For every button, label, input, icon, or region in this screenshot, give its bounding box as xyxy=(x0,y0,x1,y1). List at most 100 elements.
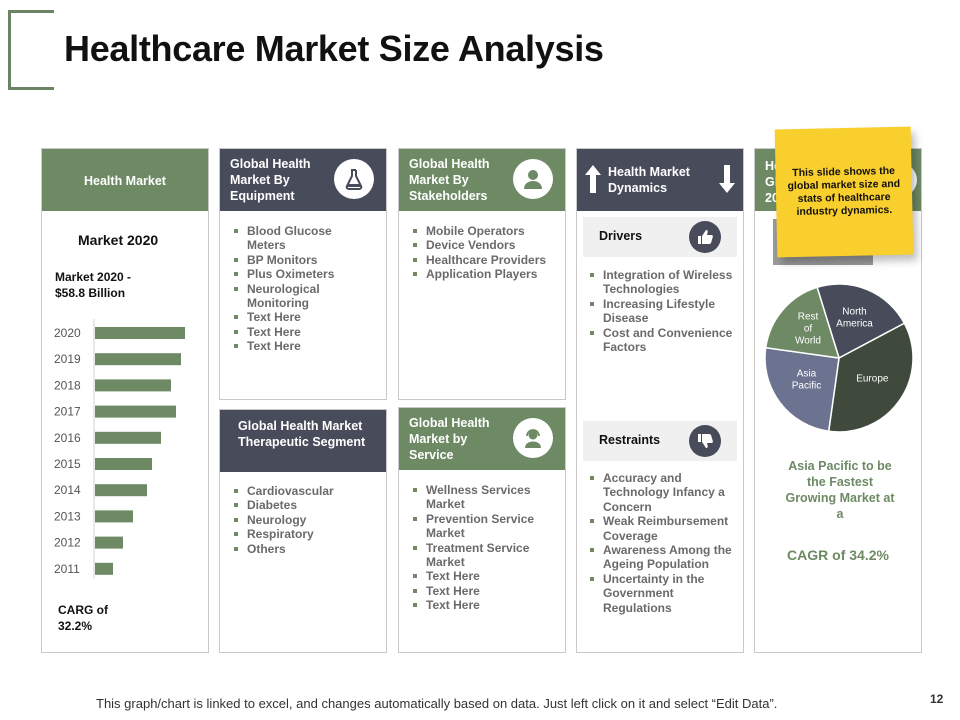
up-arrow-icon xyxy=(585,165,601,197)
restraints-list: Accuracy and Technology Infancy a Concer… xyxy=(589,471,734,615)
list-item: Text Here xyxy=(233,325,373,339)
service-header-label: Global Health Market by Service xyxy=(409,416,490,462)
sticky-note-text: This slide shows the global market size … xyxy=(787,164,901,218)
service-panel: Global Health Market by Service Wellness… xyxy=(398,407,566,653)
footer-note: This graph/chart is linked to excel, and… xyxy=(96,696,778,711)
therapeutic-header-label: Global Health Market Therapeutic Segment xyxy=(238,419,366,449)
list-item: Prevention Service Market xyxy=(412,512,557,541)
pie-label: Rest of World xyxy=(795,312,821,347)
carg-line2: 32.2% xyxy=(58,619,93,633)
bar-tick-label: 2020 xyxy=(54,326,81,340)
bar-tick-label: 2014 xyxy=(54,483,81,497)
regional-pie-chart[interactable]: North America Europe Asia Pacific Rest of World xyxy=(761,282,917,434)
list-item: Treatment Service Market xyxy=(412,541,557,570)
restraints-box: Restraints xyxy=(583,421,737,461)
bar-tick-label: 2012 xyxy=(54,536,81,550)
bar-tick-label: 2018 xyxy=(54,378,81,392)
market-value-line2: $58.8 Billion xyxy=(55,286,126,300)
lab-flask-icon xyxy=(334,159,374,199)
list-item: Diabetes xyxy=(233,498,373,512)
stakeholders-list: Mobile Operators Device Vendors Healthcare… xyxy=(412,224,557,282)
drivers-box: Drivers xyxy=(583,217,737,257)
list-item: Wellness Services Market xyxy=(412,483,557,512)
dynamics-header: Health Market Dynamics xyxy=(577,149,743,211)
market-bar-chart[interactable]: 2020 2019 2018 2017 2016 2015 2014 2013 2012 2011 xyxy=(42,317,208,587)
list-item: Increasing Lifestyle Disease xyxy=(589,297,734,326)
thumbs-up-icon xyxy=(689,221,721,253)
regional-column: He Gl 20 North America Europe Asia Pacific Re… xyxy=(754,148,922,653)
bar-2011 xyxy=(95,562,113,575)
page-number: 12 xyxy=(930,692,944,706)
bar-2017 xyxy=(95,405,176,418)
equipment-list: Blood Glucose Meters BP Monitors Plus Oxim… xyxy=(233,224,373,354)
drivers-list: Integration of Wireless Technologies Incr… xyxy=(589,268,734,354)
carg-line1: CARG of xyxy=(58,603,108,617)
page-title: Healthcare Market Size Analysis xyxy=(64,28,604,69)
service-list: Wellness Services Market Prevention Servi… xyxy=(412,483,557,613)
bar-2014 xyxy=(95,484,147,497)
bar-tick-label: 2013 xyxy=(54,509,81,523)
pie-label: North America xyxy=(836,306,873,329)
cagr-value: CAGR of 34.2% xyxy=(787,547,889,563)
equipment-header: Global Health Market By Equipment xyxy=(220,149,386,211)
bar-2016 xyxy=(95,431,161,444)
therapeutic-panel: Global Health Market Therapeutic Segment… xyxy=(219,409,387,653)
restraints-label: Restraints xyxy=(599,433,661,447)
pie-slice-rest-of-world xyxy=(764,286,841,359)
stakeholders-panel: Global Health Market By Stakeholders Mob… xyxy=(398,148,566,400)
bar-2013 xyxy=(95,510,133,523)
bar-tick-label: 2015 xyxy=(54,457,81,471)
therapeutic-list: Cardiovascular Diabetes Neurology Respirato… xyxy=(233,484,373,556)
list-item: Text Here xyxy=(233,310,373,324)
pie-label: Europe xyxy=(856,373,889,384)
stakeholders-header-label: Global Health Market By Stakeholders xyxy=(409,157,490,203)
bar-2020 xyxy=(95,327,185,339)
thumbs-down-icon xyxy=(689,425,721,457)
list-item: Healthcare Providers xyxy=(412,253,557,267)
bar-tick-label: 2019 xyxy=(54,352,81,366)
equipment-header-label: Global Health Market By Equipment xyxy=(230,157,311,203)
pie-label: Asia Pacific xyxy=(792,368,821,391)
stakeholders-header: Global Health Market By Stakeholders xyxy=(399,149,565,211)
list-item: Awareness Among the Ageing Population xyxy=(589,543,734,572)
list-item: Text Here xyxy=(233,339,373,353)
list-item: Text Here xyxy=(412,569,557,583)
therapeutic-header: Global Health Market Therapeutic Segment xyxy=(220,410,386,472)
bar-2019 xyxy=(95,353,181,366)
service-header: Global Health Market by Service xyxy=(399,408,565,470)
bar-tick-label: 2011 xyxy=(54,562,80,576)
list-item: Application Players xyxy=(412,267,557,281)
bar-2018 xyxy=(95,379,171,392)
pie-slice-north-america xyxy=(816,283,906,360)
health-market-header-label: Health Market xyxy=(84,174,166,188)
down-arrow-icon xyxy=(719,165,735,197)
list-item: Plus Oximeters xyxy=(233,267,373,281)
list-item: Mobile Operators xyxy=(412,224,557,238)
list-item: Accuracy and Technology Infancy a Concer… xyxy=(589,471,734,514)
person-icon xyxy=(513,159,553,199)
pie-slice-europe xyxy=(827,322,914,433)
bar-2015 xyxy=(95,458,152,470)
list-item: Device Vendors xyxy=(412,238,557,252)
list-item: Integration of Wireless Technologies xyxy=(589,268,734,297)
list-item: Neurological Monitoring xyxy=(233,282,373,311)
sticky-note[interactable]: This slide shows the global market size … xyxy=(774,126,914,258)
list-item: Cost and Convenience Factors xyxy=(589,326,734,355)
bar-2012 xyxy=(95,536,123,549)
headset-person-icon xyxy=(513,418,553,458)
market-value-line1: Market 2020 - xyxy=(55,270,132,284)
market-2020-heading: Market 2020 xyxy=(78,232,159,248)
list-item: Neurology xyxy=(233,513,373,527)
list-item: Cardiovascular xyxy=(233,484,373,498)
equipment-panel: Global Health Market By Equipment Blood … xyxy=(219,148,387,400)
list-item: BP Monitors xyxy=(233,253,373,267)
list-item: Weak Reimbursement Coverage xyxy=(589,514,734,543)
list-item: Text Here xyxy=(412,584,557,598)
list-item: Blood Glucose Meters xyxy=(233,224,373,253)
health-market-column: Health Market Market 2020 Market 2020 - … xyxy=(41,148,209,653)
list-item: Respiratory xyxy=(233,527,373,541)
list-item: Others xyxy=(233,542,373,556)
bar-tick-label: 2016 xyxy=(54,431,81,445)
drivers-label: Drivers xyxy=(599,229,643,243)
title-bracket-decoration xyxy=(8,10,54,90)
